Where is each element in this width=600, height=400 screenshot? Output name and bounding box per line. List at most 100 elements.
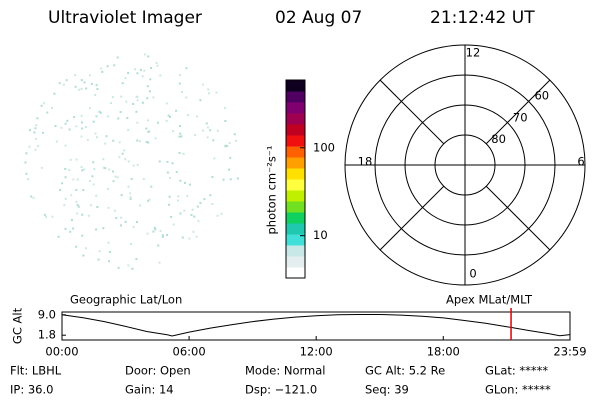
pixel <box>34 148 37 151</box>
pixel <box>166 160 169 163</box>
mlt-label: 0 <box>469 267 476 281</box>
pixel <box>64 176 67 179</box>
pixel <box>152 96 155 99</box>
pixel <box>132 164 135 167</box>
pixel <box>145 127 148 130</box>
pixel <box>124 158 127 161</box>
pixel <box>43 102 46 105</box>
pixel <box>139 204 142 207</box>
pixel <box>25 172 28 175</box>
x-tick-label: 18:00 <box>427 345 460 359</box>
pixel <box>96 88 99 91</box>
pixel <box>51 215 54 218</box>
colorbar-tick-label: 10 <box>313 228 328 242</box>
pixel <box>118 156 121 159</box>
pixel <box>80 135 83 138</box>
pixel <box>95 84 98 87</box>
pixel <box>99 111 102 114</box>
colorbar-segment <box>286 113 305 125</box>
pixel <box>139 68 142 71</box>
pixel <box>60 126 63 129</box>
pixel <box>206 136 209 139</box>
y-tick-label: 1.8 <box>38 328 56 342</box>
pixel <box>95 136 98 139</box>
colorbar-segment <box>286 168 305 180</box>
pixel <box>146 97 149 100</box>
pixel <box>104 142 107 145</box>
pixel <box>101 70 104 73</box>
pixel <box>208 92 210 95</box>
pixel <box>222 178 225 181</box>
colorbar-segment <box>286 179 305 191</box>
pixel <box>111 96 114 99</box>
pixel <box>120 194 123 197</box>
pixel <box>121 82 124 85</box>
pixel <box>102 166 105 169</box>
status-field: GLat: ***** <box>485 364 548 378</box>
pixel <box>80 166 83 168</box>
pixel <box>179 132 182 135</box>
pixel <box>178 82 181 85</box>
pixel <box>234 139 237 142</box>
pixel <box>53 92 56 95</box>
pixel <box>106 188 109 190</box>
pixel <box>212 139 215 142</box>
annotation: Apex MLat/MLT <box>446 293 533 307</box>
pixel <box>36 117 39 120</box>
pixel <box>88 107 91 110</box>
pixel <box>75 158 78 161</box>
pixel <box>80 114 83 117</box>
colorbar-segment <box>286 135 305 147</box>
pixel <box>75 125 78 128</box>
pixel <box>112 170 114 173</box>
pixel <box>27 178 30 181</box>
pixel <box>182 153 185 155</box>
pixel <box>29 129 31 132</box>
pixel <box>196 115 199 118</box>
pixel <box>220 212 223 215</box>
pixel <box>106 65 109 68</box>
pixel <box>91 175 94 178</box>
pixel <box>229 178 232 181</box>
pixel <box>197 220 200 223</box>
pixel <box>148 90 151 93</box>
pixel <box>66 119 69 122</box>
colorbar-segment <box>286 212 305 224</box>
colorbar-segment <box>286 80 305 92</box>
pixel <box>236 177 239 180</box>
pixel <box>135 258 138 260</box>
pixel <box>211 176 214 178</box>
pixel <box>85 87 88 90</box>
image-disk <box>24 53 239 270</box>
pixel <box>193 215 196 218</box>
pixel <box>185 67 188 70</box>
colorbar-segment <box>286 157 305 169</box>
colorbar-label: photon cm⁻²s⁻¹ <box>265 146 279 235</box>
pixel <box>107 206 110 209</box>
pixel <box>95 194 98 197</box>
pixel <box>112 139 115 142</box>
pixel <box>178 135 181 138</box>
pixel <box>116 176 119 179</box>
lat-label: 80 <box>491 132 506 146</box>
pixel <box>110 102 112 105</box>
annotation: Geographic Lat/Lon <box>70 293 182 307</box>
pixel <box>155 62 158 64</box>
pixel <box>98 110 101 113</box>
pixel <box>90 82 93 85</box>
pixel <box>135 95 138 98</box>
mlt-label: 6 <box>577 155 584 169</box>
pixel <box>179 179 182 182</box>
pixel <box>100 67 103 70</box>
pixel <box>55 140 58 143</box>
pixel <box>64 197 67 200</box>
pixel <box>64 167 67 170</box>
pixel <box>181 236 184 239</box>
pixel <box>75 245 78 248</box>
pixel <box>24 161 27 164</box>
pixel <box>196 205 199 208</box>
pixel <box>102 158 105 161</box>
pixel <box>30 195 33 198</box>
pixel <box>120 216 123 219</box>
pixel <box>165 119 168 122</box>
